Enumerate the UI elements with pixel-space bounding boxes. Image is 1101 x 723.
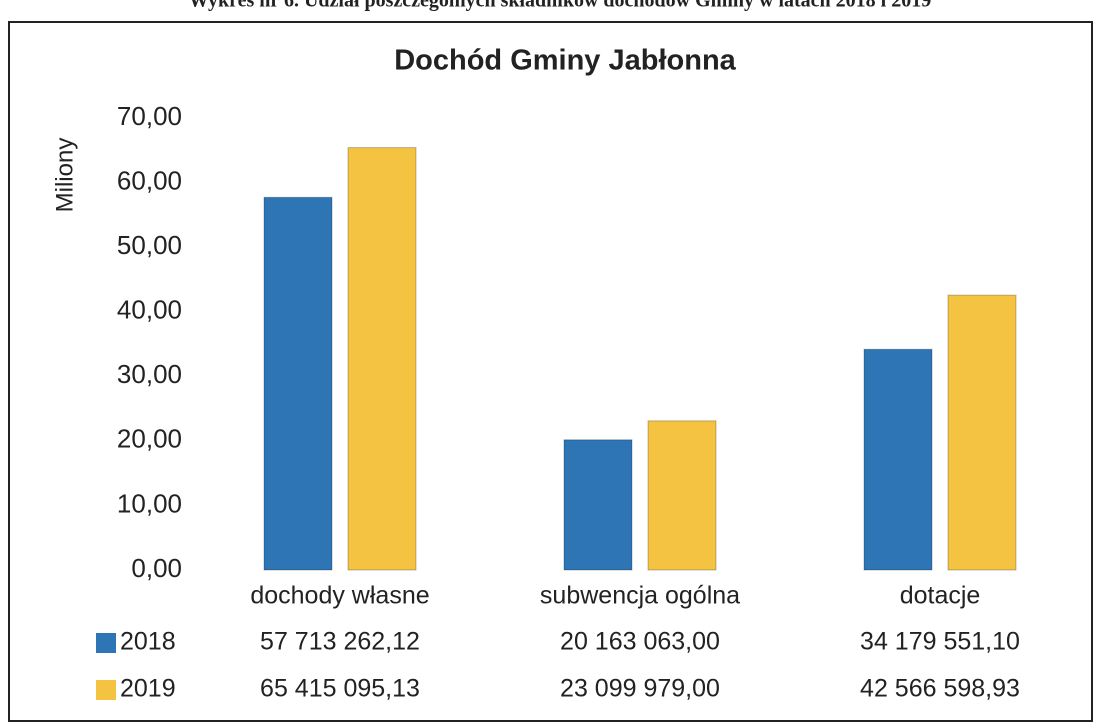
y-axis-label: Miliony	[51, 138, 78, 213]
y-tick-label: 10,00	[117, 488, 182, 518]
y-tick-label: 70,00	[117, 101, 182, 131]
table-cell: 20 163 063,00	[560, 628, 720, 656]
bar	[563, 439, 633, 571]
bar	[647, 420, 717, 571]
bar	[947, 294, 1017, 571]
table-cell: 42 566 598,93	[860, 675, 1020, 703]
bar	[347, 147, 417, 571]
caption: Wykres nr 6. Udział poszczególnych skład…	[189, 0, 931, 12]
frame	[8, 21, 1093, 722]
table-cell: 34 179 551,10	[860, 628, 1020, 656]
legend-label: 2018	[120, 628, 176, 656]
y-tick-label: 60,00	[117, 165, 182, 195]
y-tick-label: 30,00	[117, 359, 182, 389]
y-tick-label: 40,00	[117, 295, 182, 325]
y-tick-label: 50,00	[117, 230, 182, 260]
table-cell: 57 713 262,12	[260, 628, 420, 656]
chart-title: Dochód Gminy Jabłonna	[394, 45, 736, 77]
x-tick-label: dochody własne	[250, 582, 429, 610]
legend-label: 2019	[120, 675, 176, 703]
x-tick-label: subwencja ogólna	[540, 582, 740, 610]
legend-swatch	[96, 633, 116, 653]
y-tick-label: 20,00	[117, 424, 182, 454]
y-tick-label: 0,00	[131, 553, 182, 583]
table-cell: 23 099 979,00	[560, 675, 720, 703]
x-tick-label: dotacje	[900, 582, 981, 610]
legend-swatch	[96, 680, 116, 700]
bar	[263, 196, 333, 571]
table-cell: 65 415 095,13	[260, 675, 420, 703]
bar	[863, 348, 933, 571]
